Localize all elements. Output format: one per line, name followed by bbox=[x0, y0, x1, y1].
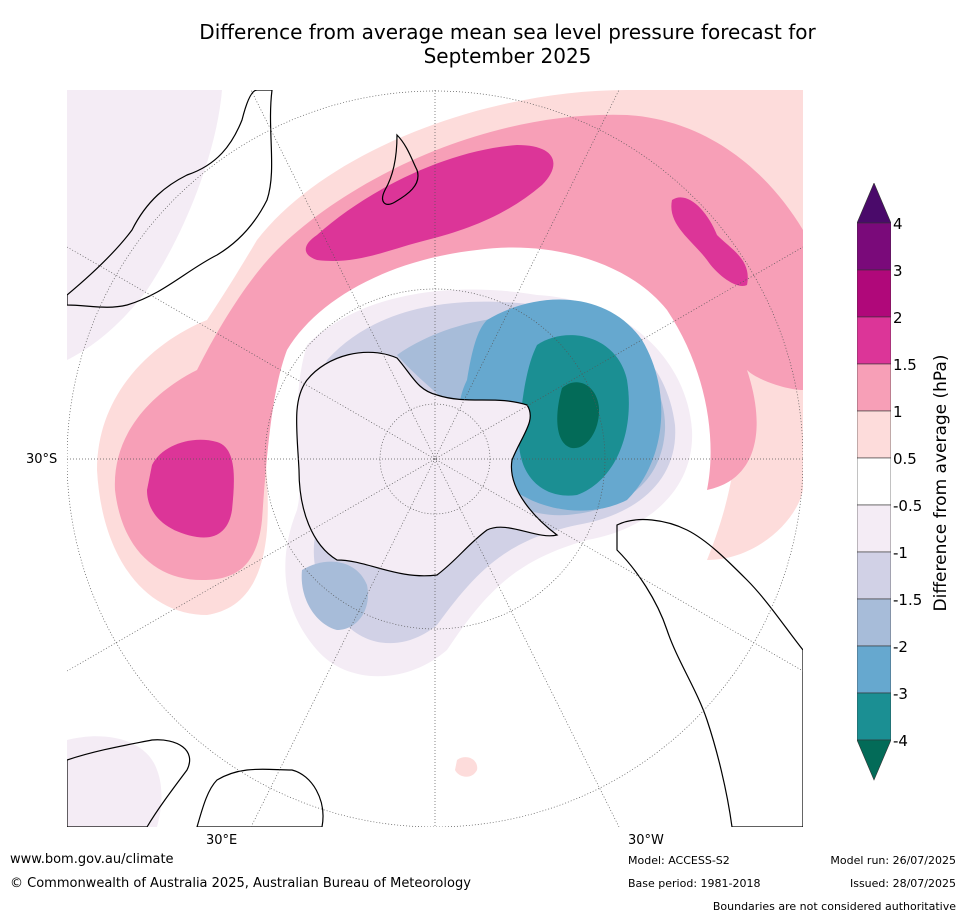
neg-region-nw bbox=[67, 90, 222, 360]
colorbar-tick: -4 bbox=[893, 732, 908, 750]
colorbar-tick: -1 bbox=[893, 544, 908, 562]
title-line-1: Difference from average mean sea level p… bbox=[199, 20, 816, 44]
title-line-2: September 2025 bbox=[423, 44, 592, 68]
colorbar-swatch-3-4 bbox=[856, 222, 892, 271]
neg-core-min bbox=[557, 382, 600, 449]
footer-model-run: Model run: 26/07/2025 bbox=[830, 854, 956, 867]
antarctica-coast bbox=[296, 351, 559, 577]
new-zealand-coast bbox=[382, 133, 419, 205]
pos-band-mid bbox=[114, 114, 803, 580]
africa-coast bbox=[67, 739, 191, 827]
footer-issued: Issued: 28/07/2025 bbox=[849, 877, 956, 890]
map-title: Difference from average mean sea level p… bbox=[150, 20, 865, 68]
meridian-60e bbox=[67, 246, 803, 672]
lon-label-30e: 30°E bbox=[206, 833, 238, 848]
colorbar-tick: 4 bbox=[893, 215, 903, 233]
lat-label-30s: 30°S bbox=[26, 452, 58, 467]
colorbar-swatch-neutral bbox=[856, 457, 892, 506]
pos-max-nz bbox=[305, 145, 554, 261]
colorbar-tick: 2 bbox=[893, 309, 903, 327]
colorbar-swatch-m1.5-m1 bbox=[856, 551, 892, 600]
footer-disclaimer: Boundaries are not considered authoritat… bbox=[712, 900, 956, 913]
colorbar-swatch-m4-m3 bbox=[856, 692, 892, 741]
colorbar-swatch-2-3 bbox=[856, 269, 892, 318]
colorbar-tick: -0.5 bbox=[893, 497, 923, 515]
colorbar-swatch-m2-m1.5 bbox=[856, 598, 892, 647]
polar-map bbox=[67, 90, 803, 827]
colorbar-swatch-m1-m0.5 bbox=[856, 504, 892, 553]
colorbar-tick: -2 bbox=[893, 638, 908, 656]
lon-label-30w: 30°W bbox=[628, 833, 664, 848]
meridian-60w bbox=[67, 246, 803, 672]
footer-website: www.bom.gov.au/climate bbox=[10, 852, 174, 867]
colorbar-bottom-arrow bbox=[856, 739, 892, 781]
footer-base-period: Base period: 1981-2018 bbox=[628, 877, 761, 890]
pos-max-sw bbox=[147, 439, 234, 538]
neg-sw-strong bbox=[301, 561, 368, 630]
colorbar bbox=[856, 182, 892, 783]
colorbar-tick: 3 bbox=[893, 262, 903, 280]
colorbar-swatch-1.5-2 bbox=[856, 316, 892, 365]
footer-model: Model: ACCESS-S2 bbox=[628, 854, 730, 867]
colorbar-swatch-1-1.5 bbox=[856, 363, 892, 412]
meridian-30w bbox=[250, 90, 620, 827]
madagascar-coast bbox=[196, 768, 324, 827]
pos-patch-south bbox=[455, 757, 478, 777]
colorbar-top-arrow bbox=[856, 182, 892, 224]
australia-coast bbox=[67, 90, 273, 308]
colorbar-swatch-m3-m2 bbox=[856, 645, 892, 694]
pos-max-east bbox=[671, 197, 748, 286]
south-america-coast bbox=[616, 519, 803, 827]
footer-copyright: © Commonwealth of Australia 2025, Austra… bbox=[10, 876, 471, 891]
colorbar-tick: 1 bbox=[893, 403, 903, 421]
colorbar-tick: -3 bbox=[893, 685, 908, 703]
colorbar-swatch-0.5-1 bbox=[856, 410, 892, 459]
colorbar-tick: 1.5 bbox=[893, 356, 917, 374]
colorbar-tick: 0.5 bbox=[893, 450, 917, 468]
neg-region-sw bbox=[67, 736, 162, 827]
colorbar-label: Difference from average (hPa) bbox=[931, 354, 951, 612]
colorbar-tick: -1.5 bbox=[893, 591, 923, 609]
